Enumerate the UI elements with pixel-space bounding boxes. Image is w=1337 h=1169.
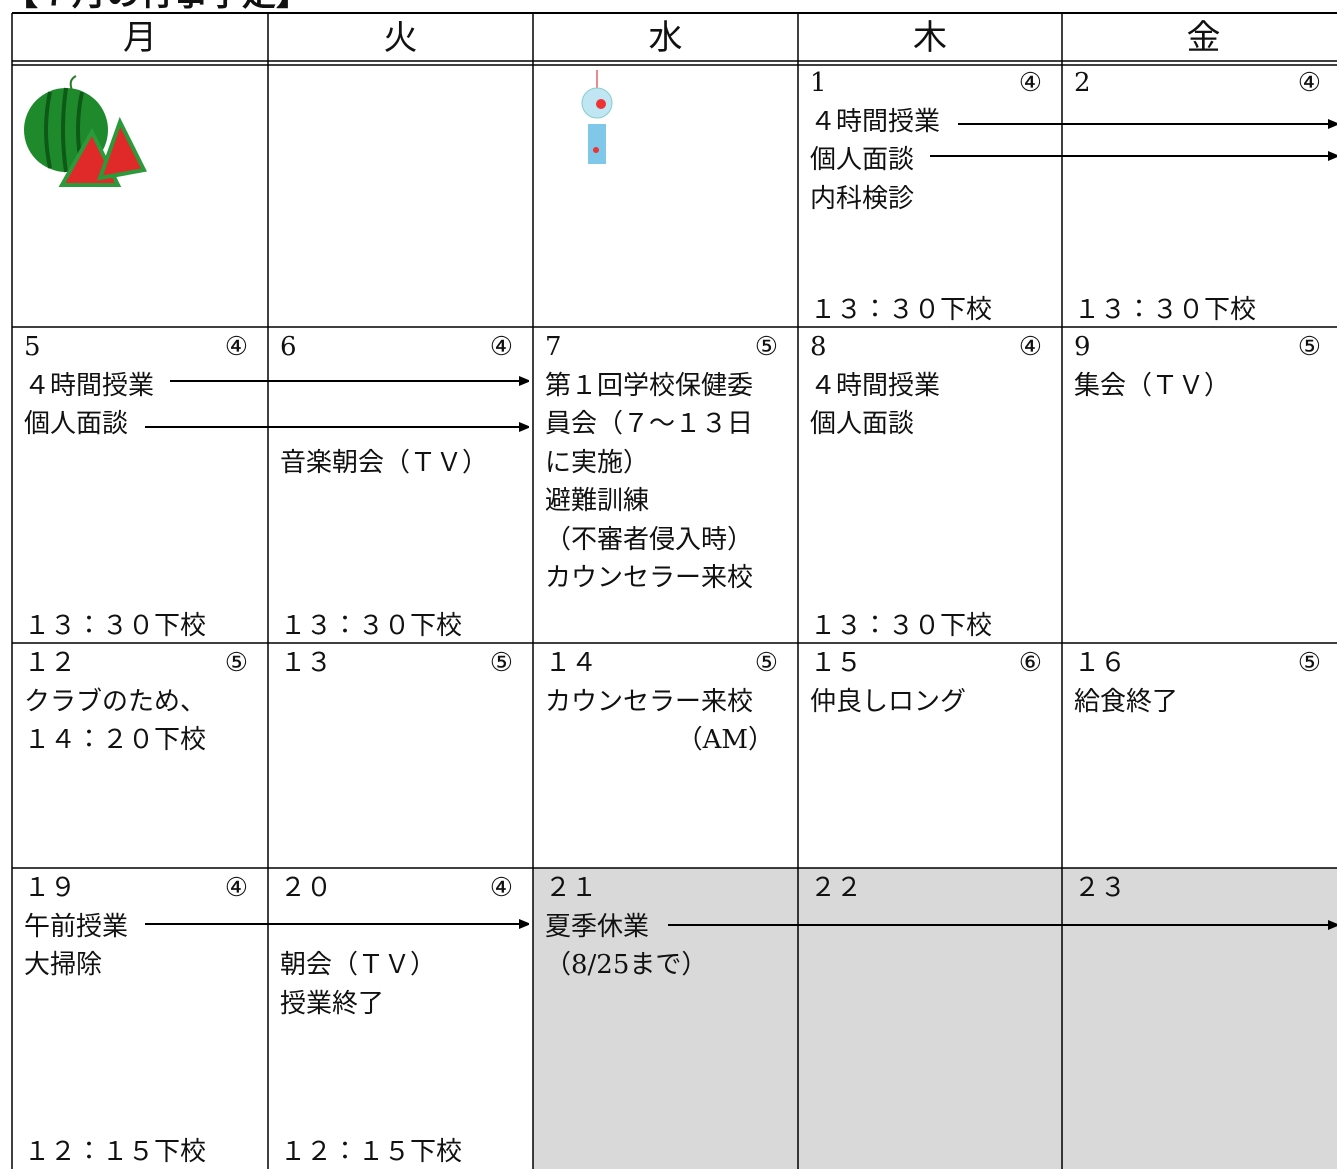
dismissal: １３：３０下校 (810, 611, 993, 641)
event: 授業終了 (280, 988, 385, 1019)
period-count: ⑤ (224, 648, 248, 678)
period-count: ④ (1018, 68, 1042, 98)
date: 9 (1074, 332, 1091, 362)
date: 6 (280, 332, 297, 362)
chime-paper (588, 124, 606, 164)
date: 8 (810, 332, 827, 362)
holiday-cell (798, 868, 1062, 1169)
day-header: 月 (123, 18, 157, 58)
date: １２ (24, 648, 77, 678)
dismissal: １２：１５下校 (24, 1137, 207, 1167)
date: ２１ (545, 873, 598, 903)
event: （AM） (676, 725, 774, 755)
period-count: ④ (1297, 68, 1321, 98)
day-header: 水 (648, 18, 683, 58)
day-header: 火 (383, 18, 418, 58)
day-header: 金 (1186, 18, 1221, 58)
date: 1 (810, 68, 827, 98)
slice (96, 116, 147, 181)
event: 午前授業 (24, 911, 129, 942)
event: （8/25まで） (545, 950, 708, 980)
date: ２３ (1074, 873, 1127, 903)
goldfish (593, 147, 599, 153)
date: １５ (810, 648, 863, 678)
date: ２２ (810, 873, 863, 903)
period-count: ④ (224, 332, 248, 362)
period-count: ⑤ (489, 648, 513, 678)
date: １４ (545, 648, 598, 678)
event: 給食終了 (1074, 686, 1179, 717)
event: 大掃除 (24, 950, 103, 980)
date: １６ (1074, 648, 1127, 678)
date: 2 (1074, 68, 1091, 98)
period-count: ④ (489, 332, 513, 362)
event: カウンセラー来校 (545, 686, 754, 717)
event: カウンセラー来校 (545, 563, 754, 593)
period-count: ⑤ (754, 332, 778, 362)
event: １４：２０下校 (24, 725, 207, 755)
period-count: ⑤ (1297, 648, 1321, 678)
event: 朝会（ＴＶ） (280, 950, 437, 980)
dismissal: １３：３０下校 (1074, 295, 1257, 325)
event: 内科検診 (810, 183, 915, 214)
date: １９ (24, 873, 77, 903)
goldfish (596, 99, 606, 109)
holiday-cell (1062, 868, 1337, 1169)
event: 員会（７～１３日 (545, 409, 754, 439)
dismissal: １３：３０下校 (24, 611, 207, 641)
event: クラブのため、 (24, 686, 207, 717)
event: 個人面談 (24, 409, 129, 439)
event: 個人面談 (810, 145, 915, 175)
period-count: ⑤ (1297, 332, 1321, 362)
dismissal: １２：１５下校 (280, 1137, 463, 1167)
event: 音楽朝会（ＴＶ） (280, 447, 489, 478)
dismissal: １３：３０下校 (280, 611, 463, 641)
event: 第１回学校保健委 (545, 370, 754, 401)
event: 仲良しロング (810, 686, 967, 717)
event: 避難訓練 (545, 486, 650, 516)
title: 【７月の行事予定】 (4, 0, 310, 14)
event: 夏季休業 (545, 911, 650, 942)
date: 7 (545, 332, 562, 362)
event: ４時間授業 (810, 106, 941, 137)
date: 5 (24, 332, 41, 362)
event: ４時間授業 (24, 370, 155, 401)
period-count: ④ (1018, 332, 1042, 362)
period-count: ⑤ (754, 648, 778, 678)
event: 個人面談 (810, 409, 915, 439)
day-header: 木 (913, 18, 947, 58)
date: ２０ (280, 873, 333, 903)
period-count: ⑥ (1018, 648, 1042, 678)
period-count: ④ (489, 873, 513, 903)
dismissal: １３：３０下校 (810, 295, 993, 325)
stem (69, 75, 77, 91)
event: ４時間授業 (810, 370, 941, 401)
event: 集会（ＴＶ） (1074, 370, 1231, 401)
event: （不審者侵入時） (545, 524, 754, 555)
event: に実施） (545, 447, 650, 478)
holiday-cell (533, 868, 798, 1169)
period-count: ④ (224, 873, 248, 903)
date: １３ (280, 648, 333, 678)
